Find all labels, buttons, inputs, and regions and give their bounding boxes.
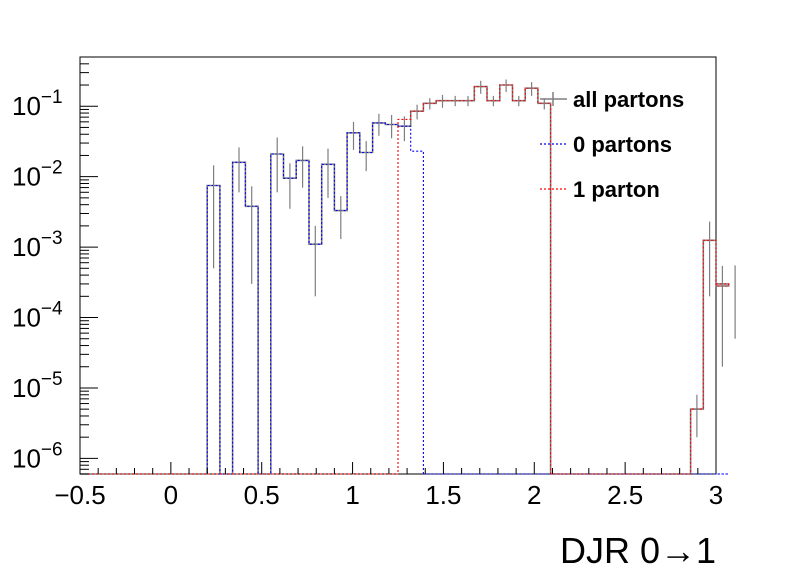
x-tick-label: 2 (527, 480, 541, 510)
y-tick-label: 10−6 (12, 439, 63, 473)
y-tick-label: 10−4 (12, 299, 63, 333)
x-tick-label: 2.5 (607, 480, 643, 510)
y-tick-label: 10−3 (12, 228, 63, 262)
x-tick-label: 1 (345, 480, 359, 510)
y-tick-label: 10−5 (12, 369, 63, 403)
legend-entry-all-partons: all partons (540, 87, 684, 112)
error-bars (213, 79, 736, 438)
legend-label-all-partons: all partons (573, 87, 684, 112)
legend-entry-0-partons: 0 partons (540, 132, 672, 157)
x-tick-label: 0 (164, 480, 178, 510)
x-tick-label: 1.5 (425, 480, 461, 510)
x-tick-label: 0.5 (244, 480, 280, 510)
x-tick-label: 3 (709, 480, 723, 510)
x-axis: −0.5 0 0.5 1 1.5 2 2.5 3 (54, 462, 723, 510)
y-tick-label: 10−1 (12, 87, 63, 121)
y-axis: 10−6 10−5 10−4 10−3 10−2 10−1 (12, 56, 98, 475)
x-tick-label: −0.5 (54, 480, 105, 510)
x-axis-title: DJR 0→1 (560, 530, 716, 571)
legend-label-1-parton: 1 parton (573, 177, 660, 202)
series-line-0-partons (80, 122, 729, 475)
legend-entry-1-parton: 1 parton (540, 177, 660, 202)
legend: all partons 0 partons 1 parton (540, 87, 684, 202)
y-tick-label: 10−2 (12, 158, 63, 192)
legend-label-0-partons: 0 partons (573, 132, 672, 157)
